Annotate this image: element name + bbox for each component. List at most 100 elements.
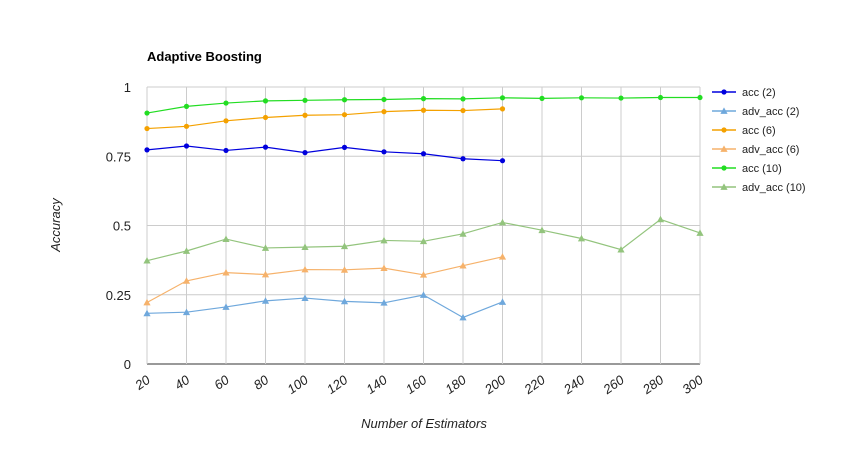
data-point [261, 297, 270, 304]
series-1 [144, 143, 506, 164]
data-point [617, 245, 625, 253]
data-point [143, 309, 151, 317]
x-tick-label: 260 [600, 372, 628, 398]
data-point [261, 244, 270, 251]
legend-label: adv_acc (10) [742, 182, 806, 194]
data-point [182, 247, 191, 254]
legend: acc (2) adv_acc (2) acc (6) adv_acc (6) acc … [712, 87, 806, 194]
x-tick-label: 80 [251, 372, 272, 393]
data-point [419, 271, 428, 278]
data-point [459, 262, 467, 269]
data-point [341, 97, 348, 103]
legend-swatch-marker [721, 127, 727, 133]
x-tick-label: 160 [403, 372, 430, 397]
data-point [222, 235, 230, 242]
legend-swatch-marker [721, 89, 727, 95]
data-point [420, 107, 427, 113]
y-axis-label: Accuracy [48, 197, 63, 253]
y-tick-label: 0.25 [106, 288, 131, 303]
x-tick-label: 60 [211, 372, 232, 393]
data-point [380, 264, 388, 272]
data-point [697, 94, 703, 101]
data-point [340, 297, 349, 305]
data-point [223, 147, 229, 154]
data-point [381, 109, 387, 115]
legend-swatch-marker [721, 165, 727, 171]
data-point [380, 299, 388, 306]
x-tick-label: 240 [560, 372, 588, 398]
series-line [146, 294, 503, 319]
data-point [183, 103, 190, 109]
data-point [460, 107, 466, 114]
y-tick-label: 0.5 [113, 219, 131, 234]
data-point [340, 266, 349, 273]
data-point [182, 277, 191, 284]
data-point [183, 123, 190, 129]
data-point [460, 96, 466, 102]
data-point [223, 118, 229, 124]
data-point [302, 150, 308, 156]
series-line [146, 256, 503, 304]
legend-swatch-marker [720, 145, 728, 152]
legend-item: adv_acc (10) [712, 182, 806, 194]
y-axis-ticks: 0 0.25 0.5 0.75 1 [106, 80, 131, 372]
x-axis-ticks: 20 40 60 80 100 120 140 160 180 200 220 240 260 280 30… [131, 372, 706, 398]
data-point [262, 114, 269, 121]
legend-item: acc (2) [712, 87, 776, 99]
chart-title: Adaptive Boosting [147, 49, 262, 64]
legend-swatch-marker [720, 107, 728, 114]
data-point [420, 151, 427, 157]
data-point [499, 106, 506, 112]
data-point [301, 243, 309, 250]
data-point [538, 226, 546, 234]
data-point [222, 303, 230, 310]
series-group [143, 94, 704, 321]
data-point [539, 95, 545, 101]
x-axis-label: Number of Estimators [361, 416, 487, 431]
data-point [498, 253, 507, 260]
y-tick-label: 1 [124, 80, 131, 95]
data-point [657, 94, 664, 101]
data-point [223, 100, 229, 106]
data-point [261, 270, 270, 278]
data-point [618, 95, 624, 101]
data-point [301, 294, 309, 301]
data-point [499, 158, 506, 164]
x-tick-label: 100 [284, 372, 311, 397]
legend-item: acc (10) [712, 163, 782, 175]
data-point [498, 298, 507, 305]
data-point [419, 237, 428, 245]
x-tick-label: 180 [442, 372, 469, 397]
y-tick-label: 0.75 [106, 149, 131, 164]
data-point [182, 308, 191, 316]
x-tick-label: 220 [521, 372, 549, 398]
data-point [262, 98, 269, 104]
legend-item: adv_acc (2) [712, 106, 799, 118]
data-point [499, 95, 506, 101]
x-tick-label: 280 [639, 372, 667, 398]
data-point [144, 147, 150, 153]
data-point [420, 96, 427, 102]
x-tick-label: 20 [131, 372, 153, 394]
data-point [144, 125, 150, 132]
legend-label: adv_acc (2) [742, 106, 799, 118]
legend-label: adv_acc (6) [742, 144, 799, 156]
legend-item: adv_acc (6) [712, 144, 799, 156]
x-tick-label: 200 [481, 372, 509, 398]
legend-label: acc (10) [742, 163, 782, 175]
data-point [459, 313, 467, 321]
data-point [341, 144, 348, 150]
series-3 [144, 106, 506, 132]
series-line [146, 108, 503, 130]
data-point [577, 234, 586, 242]
x-tick-label: 40 [172, 372, 193, 393]
data-point [144, 110, 150, 116]
data-point [578, 95, 585, 101]
data-point [381, 149, 387, 155]
data-point [460, 156, 466, 162]
data-point [222, 268, 230, 276]
data-point [183, 143, 190, 149]
data-point [696, 229, 704, 236]
data-point [302, 112, 308, 118]
